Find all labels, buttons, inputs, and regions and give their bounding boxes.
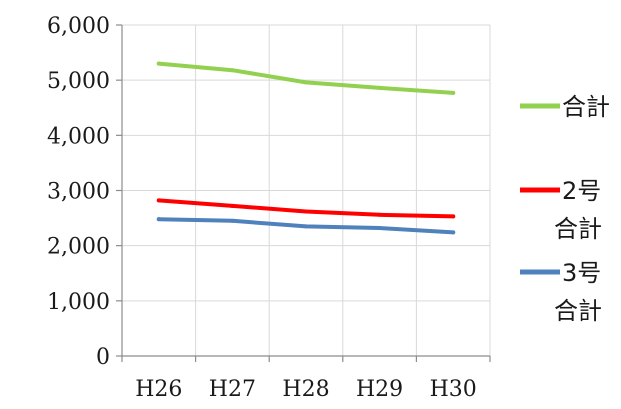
data-point (156, 198, 161, 203)
x-tick-label: H28 (282, 377, 329, 402)
data-point (304, 80, 308, 85)
data-point (451, 214, 456, 219)
y-tick-label: 4,000 (47, 124, 110, 149)
y-tick-label: 5,000 (47, 69, 110, 94)
series-lines (156, 61, 456, 235)
data-point (304, 209, 308, 214)
x-tick-label: H30 (430, 377, 477, 402)
data-point (377, 212, 382, 217)
legend-label: 合計 (554, 297, 602, 325)
data-point (230, 68, 235, 73)
y-tick-label: 6,000 (47, 14, 110, 39)
y-tick-label: 2,000 (47, 235, 110, 260)
x-tick-label: H29 (356, 377, 403, 402)
legend-label: 2号 (562, 177, 601, 205)
data-point (304, 224, 308, 229)
grid-lines (116, 24, 491, 362)
legend-label: 合計 (554, 215, 602, 243)
x-axis-tick-labels: H26 H27 H28 H29 H30 (135, 377, 477, 402)
data-point (230, 218, 235, 223)
series-line-1 (156, 61, 456, 95)
legend-label: 合計 (562, 93, 610, 121)
x-tick-label: H27 (209, 377, 256, 402)
data-point (230, 203, 235, 208)
data-point (156, 61, 161, 66)
data-point (377, 226, 382, 231)
y-tick-label: 1,000 (47, 290, 110, 315)
x-tick-label: H26 (135, 377, 182, 402)
data-point (451, 90, 456, 95)
data-point (377, 85, 382, 90)
series-line-2 (156, 198, 456, 219)
y-tick-label: 3,000 (47, 180, 110, 205)
y-tick-label: 0 (96, 345, 110, 370)
data-point (451, 230, 456, 235)
data-point (156, 217, 161, 222)
legend-label: 3号 (562, 259, 601, 287)
y-axis-tick-labels: 0 1,000 2,000 3,000 4,000 5,000 6,000 (47, 14, 110, 370)
